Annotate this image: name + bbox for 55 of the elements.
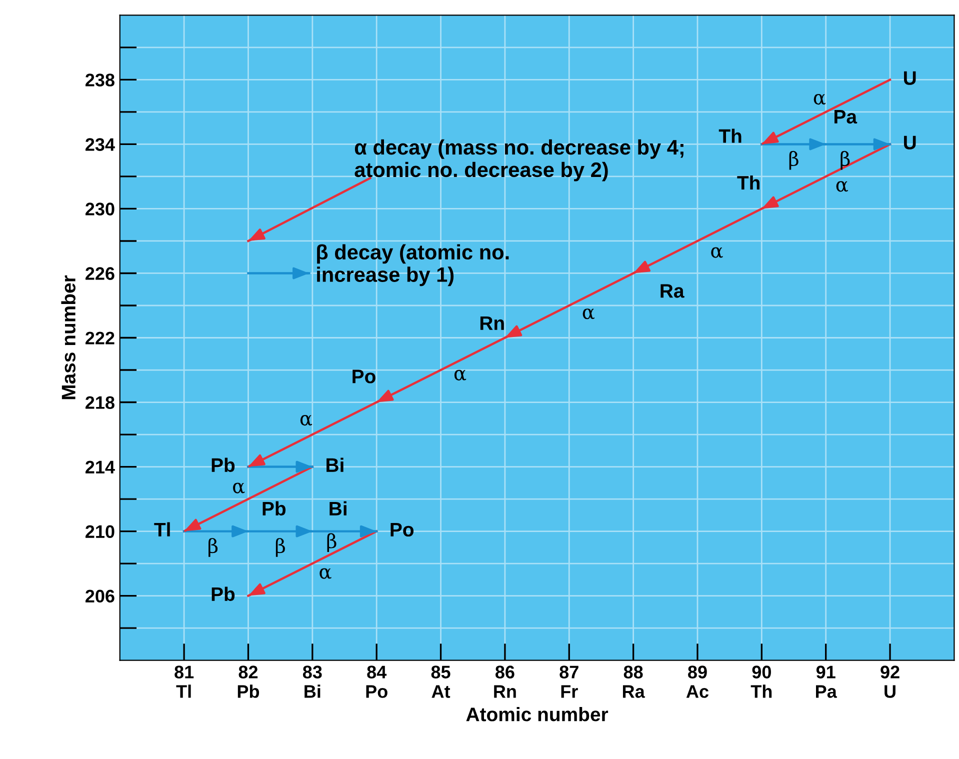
annotation: Th xyxy=(737,175,760,190)
annotation: β xyxy=(327,533,336,552)
x-tick-label: 91 Pa xyxy=(816,666,838,698)
x-tick-label: 83 Bi xyxy=(302,666,322,698)
y-tick-label: 234 xyxy=(86,138,115,151)
x-tick-label: 87 Fr xyxy=(560,666,578,698)
annotation: Pb xyxy=(212,586,235,602)
x-tick-label: 89 Ac xyxy=(686,666,708,698)
annotation: Pb xyxy=(262,501,286,516)
annotation: α xyxy=(836,181,848,192)
annotation: β xyxy=(840,150,850,170)
y-tick-label: 238 xyxy=(86,74,114,86)
y-tick-label: 206 xyxy=(86,590,114,603)
annotation: Pb xyxy=(212,458,235,472)
annotation: α decay (mass no. decrease by 4; atomic no. decrease by 2) xyxy=(354,139,684,182)
y-tick-label: 222 xyxy=(86,332,114,344)
annotation: α xyxy=(300,415,312,426)
annotation: β decay (atomic no. increase by 1) xyxy=(317,244,509,286)
y-tick-label: 230 xyxy=(86,202,114,216)
annotation: α xyxy=(233,482,245,494)
x-tick-label: 90 Th xyxy=(750,666,772,698)
annotation: α xyxy=(320,568,332,579)
annotation: α xyxy=(582,308,594,320)
x-tick-label: 88 Ra xyxy=(622,666,645,698)
annotation: β xyxy=(276,538,285,557)
annotation: Tl xyxy=(154,522,170,536)
annotation: Ra xyxy=(660,284,684,298)
x-tick-label: 86 Rn xyxy=(494,666,516,698)
annotation: U xyxy=(904,71,916,85)
annotation: Th xyxy=(718,128,742,143)
annotation: β xyxy=(789,150,798,170)
y-axis-title: Mass number xyxy=(61,275,76,400)
annotation: β xyxy=(208,538,218,557)
annotation: Po xyxy=(390,522,414,537)
point xyxy=(762,142,766,145)
point xyxy=(184,528,188,532)
x-tick-label: 82 Pb xyxy=(238,666,260,698)
x-tick-label: 81 Tl xyxy=(174,666,194,698)
y-tick-label: 210 xyxy=(86,525,114,538)
x-tick-label: 84 Po xyxy=(366,666,388,698)
annotation: α xyxy=(454,370,466,380)
y-tick-label: 214 xyxy=(86,460,115,474)
annotation: α xyxy=(711,247,723,258)
y-tick-label: 218 xyxy=(86,396,114,409)
annotation: U xyxy=(904,136,916,150)
x-tick-label: 85 At xyxy=(431,666,450,698)
annotation: Bi xyxy=(326,458,344,472)
annotation: Pa xyxy=(834,110,858,124)
annotation: Bi xyxy=(330,501,346,516)
annotation: Po xyxy=(352,370,376,384)
y-tick-label: 226 xyxy=(86,267,114,280)
annotation: α xyxy=(814,94,826,105)
annotation: Rn xyxy=(480,316,504,330)
x-axis-title: Atomic number xyxy=(466,707,608,722)
x-tick-label: 92 U xyxy=(880,666,900,698)
